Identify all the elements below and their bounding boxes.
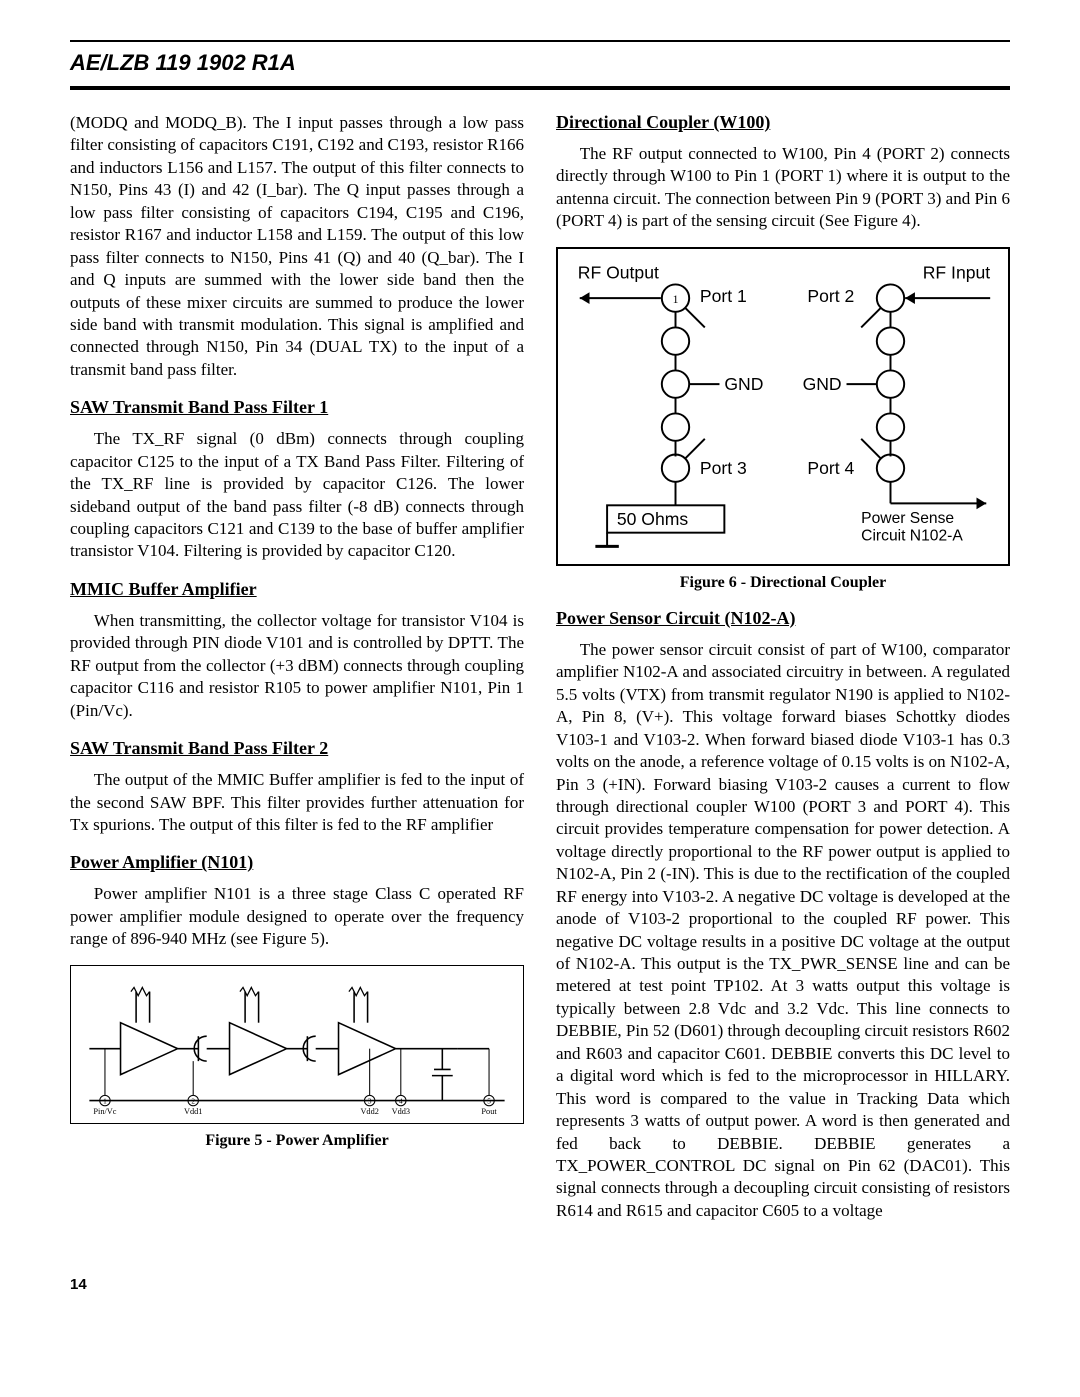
power-sensor-body: The power sensor circuit consist of part… — [556, 639, 1010, 1222]
section-mmic-buffer: MMIC Buffer Amplifier — [70, 579, 524, 600]
svg-text:1: 1 — [103, 1097, 107, 1105]
svg-text:3: 3 — [368, 1097, 372, 1105]
section-saw-bpf-2: SAW Transmit Band Pass Filter 2 — [70, 738, 524, 759]
port3-label: Port 3 — [700, 458, 747, 478]
left-column: (MODQ and MODQ_B). The I input passes th… — [70, 112, 524, 1236]
saw-bpf-2-body: The output of the MMIC Buffer amplifier … — [70, 769, 524, 836]
figure-6-caption: Figure 6 - Directional Coupler — [556, 574, 1010, 592]
section-power-amp: Power Amplifier (N101) — [70, 852, 524, 873]
figure-5-caption: Figure 5 - Power Amplifier — [70, 1132, 524, 1150]
pin2-label: Vdd1 — [184, 1107, 202, 1116]
port4-label: Port 4 — [807, 458, 854, 478]
gnd1-label: GND — [724, 374, 763, 394]
rf-output-label: RF Output — [578, 262, 659, 282]
doc-id: AE/LZB 119 1902 R1A — [70, 50, 1010, 76]
section-directional-coupler: Directional Coupler (W100) — [556, 112, 1010, 133]
power-sense-label-2: Circuit N102-A — [861, 527, 963, 544]
power-amp-diagram: 1 2 3 4 5 Pin/Vc Vdd1 Vdd2 Vdd3 — [79, 976, 515, 1121]
saw-bpf-1-body: The TX_RF signal (0 dBm) connects throug… — [70, 428, 524, 563]
gnd2-label: GND — [803, 374, 842, 394]
svg-text:1: 1 — [673, 293, 679, 306]
section-saw-bpf-1: SAW Transmit Band Pass Filter 1 — [70, 397, 524, 418]
right-column: Directional Coupler (W100) The RF output… — [556, 112, 1010, 1236]
pin3-label: Vdd2 — [360, 1107, 378, 1116]
section-power-sensor: Power Sensor Circuit (N102-A) — [556, 608, 1010, 629]
content-columns: (MODQ and MODQ_B). The I input passes th… — [70, 112, 1010, 1236]
svg-text:4: 4 — [399, 1097, 403, 1105]
mmic-buffer-body: When transmitting, the collector voltage… — [70, 610, 524, 722]
header-bar: AE/LZB 119 1902 R1A — [70, 40, 1010, 90]
port2-label: Port 2 — [807, 286, 854, 306]
page-number: 14 — [70, 1276, 1010, 1293]
pin1-label: Pin/Vc — [93, 1107, 116, 1116]
directional-coupler-diagram: RF Output RF Input 1 Port 1 Port 2 — [568, 261, 998, 554]
pin4-label: Vdd3 — [392, 1107, 410, 1116]
ohms-label: 50 Ohms — [617, 509, 689, 529]
svg-text:2: 2 — [191, 1097, 195, 1105]
port1-label: Port 1 — [700, 286, 747, 306]
svg-text:5: 5 — [487, 1097, 491, 1105]
rf-input-label: RF Input — [923, 262, 991, 282]
power-amp-body: Power amplifier N101 is a three stage Cl… — [70, 883, 524, 950]
figure-6: RF Output RF Input 1 Port 1 Port 2 — [556, 247, 1010, 566]
figure-5: 1 2 3 4 5 Pin/Vc Vdd1 Vdd2 Vdd3 — [70, 965, 524, 1124]
pin5-label: Pout — [481, 1107, 497, 1116]
power-sense-label-1: Power Sense — [861, 510, 954, 527]
intro-paragraph: (MODQ and MODQ_B). The I input passes th… — [70, 112, 524, 381]
directional-coupler-body: The RF output connected to W100, Pin 4 (… — [556, 143, 1010, 233]
